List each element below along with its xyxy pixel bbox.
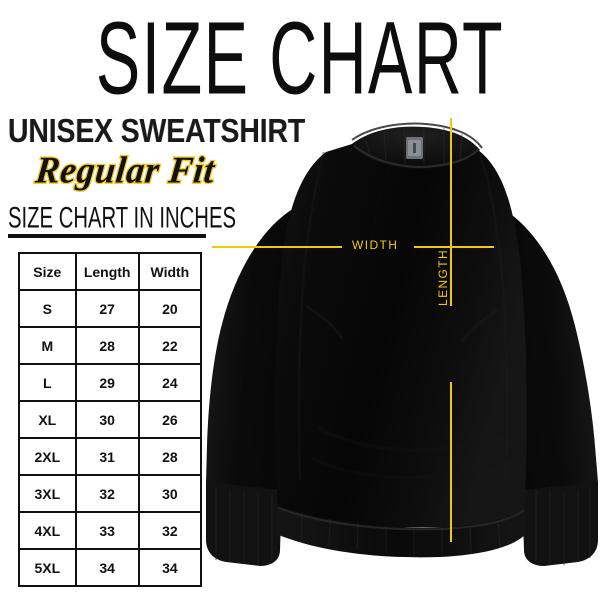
cell-length: 28	[74, 326, 140, 365]
units-heading: SIZE CHART IN INCHES	[8, 199, 237, 235]
fabric-shading	[297, 151, 515, 483]
product-name: UNISEX SWEATSHIRT	[8, 112, 306, 150]
cell-length: 30	[74, 400, 140, 439]
cell-length: 29	[74, 363, 140, 402]
column-header-width: Width	[137, 252, 203, 291]
table-row: M 28 22	[18, 326, 203, 365]
cell-width: 34	[137, 548, 203, 587]
column-header-length: Length	[74, 252, 140, 291]
waistband-hem	[276, 506, 526, 558]
left-cuff-ribbing	[215, 488, 273, 565]
subtitle-block: UNISEX SWEATSHIRT Regular Fit SIZE CHART…	[8, 112, 306, 238]
right-cuff	[522, 482, 598, 566]
cell-size: L	[18, 363, 77, 402]
cell-width: 22	[137, 326, 203, 365]
cell-size: 3XL	[18, 474, 77, 513]
hem-top-seam	[277, 507, 525, 531]
table-row: 3XL 32 30	[18, 474, 203, 513]
units-heading-underline	[8, 234, 206, 238]
cell-length: 34	[74, 548, 140, 587]
brand-tag-icon	[406, 137, 423, 159]
cell-length: 33	[74, 511, 140, 550]
table-row: 5XL 34 34	[18, 548, 203, 587]
column-header-size: Size	[18, 252, 77, 291]
cell-size: M	[18, 326, 77, 365]
right-cuff-ribbing	[535, 488, 591, 565]
cell-length: 31	[74, 437, 140, 476]
cell-length: 27	[74, 289, 140, 328]
size-table: Size Length Width S 27 20 M 28 22 L 29 2…	[18, 252, 203, 587]
cell-width: 32	[137, 511, 203, 550]
fit-label: Regular Fit	[32, 148, 218, 193]
table-header-row: Size Length Width	[18, 252, 203, 291]
cell-size: 4XL	[18, 511, 77, 550]
cell-width: 24	[137, 363, 203, 402]
cell-width: 28	[137, 437, 203, 476]
table-row: XL 30 26	[18, 400, 203, 439]
cell-length: 32	[74, 474, 140, 513]
collar-outer-edge	[351, 122, 483, 149]
table-row: 2XL 31 28	[18, 437, 203, 476]
table-row: S 27 20	[18, 289, 203, 328]
table-row: L 29 24	[18, 363, 203, 402]
table-row: 4XL 33 32	[18, 511, 203, 550]
collar-inner-seam	[353, 145, 480, 169]
cell-size: XL	[18, 400, 77, 439]
cell-width: 26	[137, 400, 203, 439]
page-title: SIZE CHART	[95, 1, 505, 117]
cell-width: 30	[137, 474, 203, 513]
hem-ribbing	[300, 513, 501, 556]
sweatshirt-illustration	[202, 110, 600, 580]
sweatshirt-body	[275, 129, 527, 527]
cell-size: S	[18, 289, 77, 328]
cell-size: 5XL	[18, 548, 77, 587]
cell-size: 2XL	[18, 437, 77, 476]
collar-ribbing	[365, 127, 463, 164]
cell-width: 20	[137, 289, 203, 328]
